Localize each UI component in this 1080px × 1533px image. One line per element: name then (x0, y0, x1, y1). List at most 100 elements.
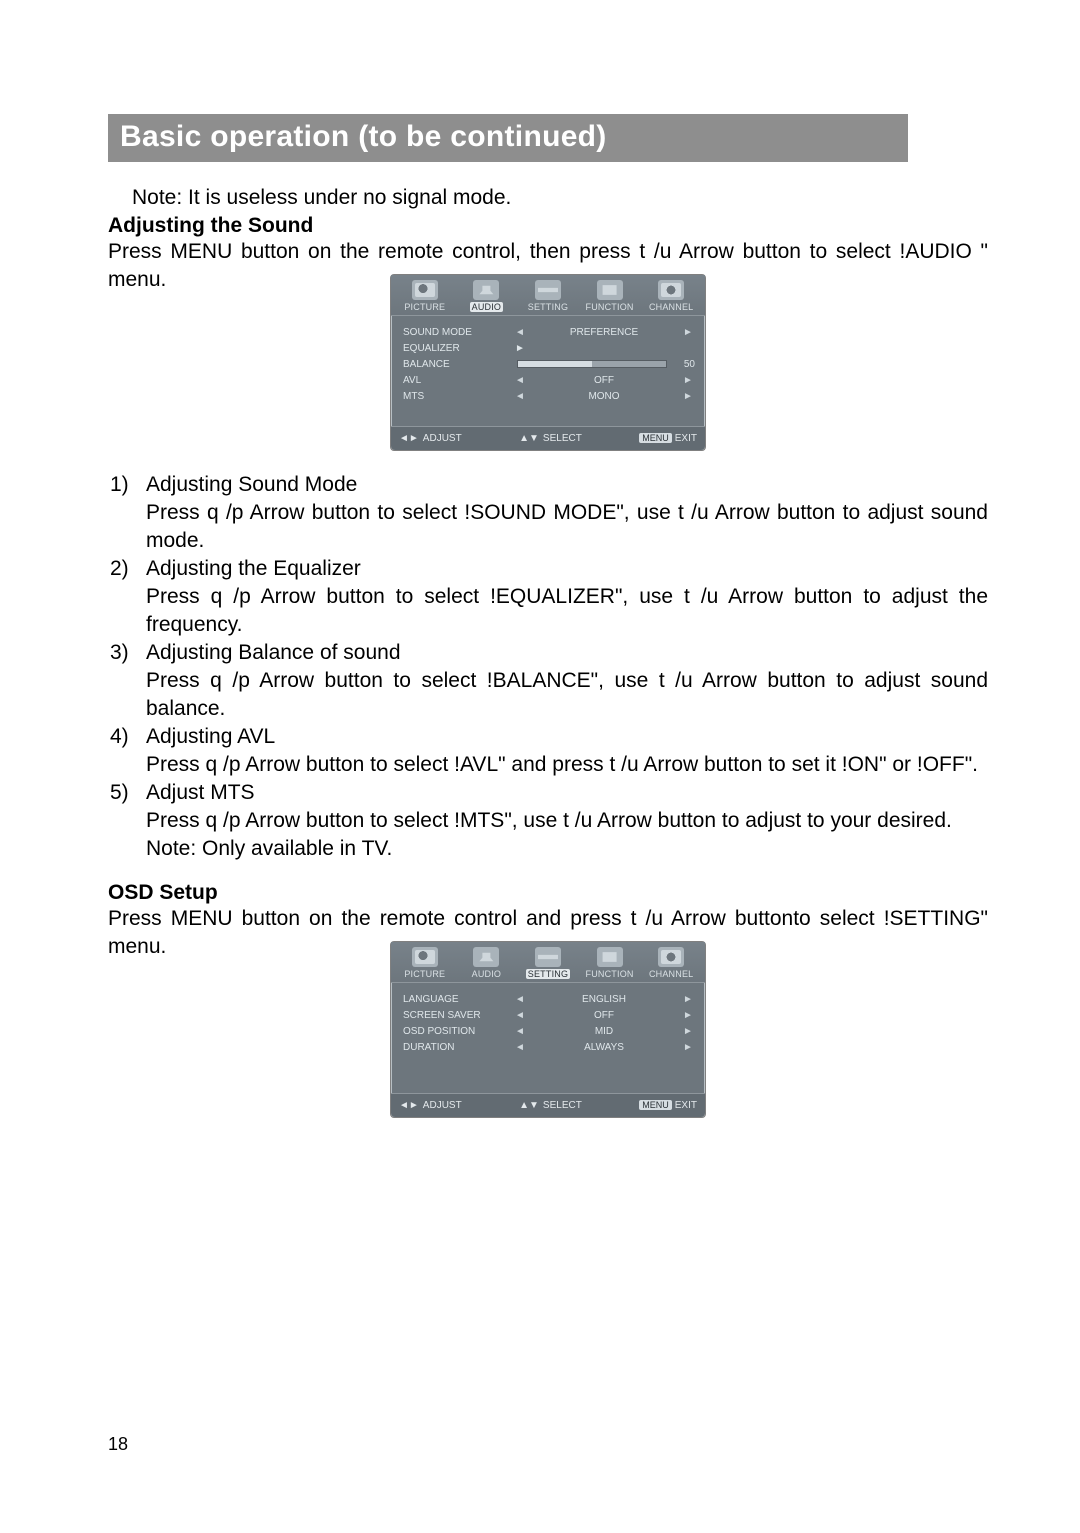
osd-row-sound-mode[interactable]: SOUND MODE◄PREFERENCE► (403, 324, 695, 340)
list-item-title: Adjusting AVL (146, 723, 988, 751)
picture-icon (412, 280, 438, 300)
osd-row-key: MTS (403, 391, 513, 402)
list-item: 1)Adjusting Sound ModePress q /p Arrow b… (108, 471, 988, 555)
list-item-number: 1) (108, 471, 146, 555)
arrow-right-icon[interactable]: ► (513, 343, 527, 354)
osd-row-value: MID (527, 1026, 681, 1037)
heading-adjusting-sound: Adjusting the Sound (108, 214, 988, 238)
page-number: 18 (108, 1434, 128, 1455)
osd-foot-exit: MENUEXIT (639, 433, 697, 444)
picture-icon (412, 947, 438, 967)
audio-osd-menu: PICTUREAUDIOSETTINGFUNCTIONCHANNEL SOUND … (390, 274, 706, 451)
function-icon (597, 947, 623, 967)
list-item-title: Adjust MTS (146, 779, 988, 807)
osd-slider[interactable] (517, 360, 667, 368)
list-item: 2)Adjusting the EqualizerPress q /p Arro… (108, 555, 988, 639)
heading-osd-setup: OSD Setup (108, 881, 988, 905)
osd-tab-picture[interactable]: PICTURE (395, 947, 455, 982)
osd-row-value: PREFERENCE (527, 327, 681, 338)
arrow-left-icon[interactable]: ◄ (513, 375, 527, 386)
osd-row-balance[interactable]: BALANCE 50 (403, 356, 695, 372)
list-item-number: 2) (108, 555, 146, 639)
list-item: 4)Adjusting AVLPress q /p Arrow button t… (108, 723, 988, 779)
list-item-number: 3) (108, 639, 146, 723)
numbered-list: 1)Adjusting Sound ModePress q /p Arrow b… (108, 471, 988, 863)
channel-icon (658, 947, 684, 967)
osd-tab-label: CHANNEL (641, 969, 701, 979)
osd-tab-audio[interactable]: AUDIO (457, 947, 517, 982)
osd-slider-value: 50 (671, 359, 695, 370)
osd-row-language[interactable]: LANGUAGE◄ENGLISH► (403, 991, 695, 1007)
list-item-number: 5) (108, 779, 146, 863)
list-item-body: Press q /p Arrow button to select !SOUND… (146, 499, 988, 555)
list-item-body: Press q /p Arrow button to select !MTS",… (146, 807, 988, 835)
osd-tab-label: FUNCTION (580, 302, 640, 312)
osd-row-key: OSD POSITION (403, 1026, 513, 1037)
function-icon (597, 280, 623, 300)
arrow-right-icon[interactable]: ► (681, 391, 695, 402)
channel-icon (658, 280, 684, 300)
osd-tab-label: PICTURE (395, 969, 455, 979)
setting-osd-menu: PICTUREAUDIOSETTINGFUNCTIONCHANNEL LANGUA… (390, 941, 706, 1118)
audio-icon (473, 280, 499, 300)
osd-row-value: MONO (527, 391, 681, 402)
osd-row-value: OFF (527, 1010, 681, 1021)
list-item-title: Adjusting the Equalizer (146, 555, 988, 583)
list-item-body: Press q /p Arrow button to select !BALAN… (146, 667, 988, 723)
osd-foot-select: ▲▼SELECT (519, 433, 582, 444)
list-item-body: Press q /p Arrow button to select !AVL" … (146, 751, 988, 779)
osd-row-avl[interactable]: AVL◄OFF► (403, 372, 695, 388)
osd-tab-function[interactable]: FUNCTION (580, 280, 640, 315)
osd-foot-select: ▲▼SELECT (519, 1100, 582, 1111)
osd-tab-label: AUDIO (457, 302, 517, 312)
list-item-number: 4) (108, 723, 146, 779)
arrow-right-icon[interactable]: ► (681, 375, 695, 386)
setting-icon (535, 280, 561, 300)
arrow-right-icon[interactable]: ► (681, 327, 695, 338)
osd-row-value: ENGLISH (527, 994, 681, 1005)
osd-row-screen-saver[interactable]: SCREEN SAVER◄OFF► (403, 1007, 695, 1023)
osd-foot-adjust: ◄►ADJUST (399, 1100, 462, 1111)
osd-tab-audio[interactable]: AUDIO (457, 280, 517, 315)
osd-tab-channel[interactable]: CHANNEL (641, 280, 701, 315)
osd-row-osd-position[interactable]: OSD POSITION◄MID► (403, 1023, 695, 1039)
list-item-body: Press q /p Arrow button to select !EQUAL… (146, 583, 988, 639)
arrow-left-icon[interactable]: ◄ (513, 1026, 527, 1037)
osd-tab-label: AUDIO (457, 969, 517, 979)
osd-tab-setting[interactable]: SETTING (518, 947, 578, 982)
arrow-left-icon[interactable]: ◄ (513, 994, 527, 1005)
list-item-note: Note: Only available in TV. (146, 835, 988, 863)
osd-row-key: DURATION (403, 1042, 513, 1053)
audio-icon (473, 947, 499, 967)
arrow-right-icon[interactable]: ► (681, 1026, 695, 1037)
osd-row-mts[interactable]: MTS◄MONO► (403, 388, 695, 404)
osd-row-key: SCREEN SAVER (403, 1010, 513, 1021)
arrow-right-icon[interactable]: ► (681, 994, 695, 1005)
osd-row-key: BALANCE (403, 359, 513, 370)
osd-row-equalizer[interactable]: EQUALIZER► (403, 340, 695, 356)
osd-row-duration[interactable]: DURATION◄ALWAYS► (403, 1039, 695, 1055)
arrow-left-icon[interactable]: ◄ (513, 1042, 527, 1053)
list-item-title: Adjusting Sound Mode (146, 471, 988, 499)
osd-row-key: LANGUAGE (403, 994, 513, 1005)
note-no-signal: Note: It is useless under no signal mode… (132, 184, 988, 212)
osd-foot-adjust: ◄►ADJUST (399, 433, 462, 444)
osd-tab-label: SETTING (518, 969, 578, 979)
osd-tab-setting[interactable]: SETTING (518, 280, 578, 315)
arrow-right-icon[interactable]: ► (681, 1010, 695, 1021)
osd-row-key: AVL (403, 375, 513, 386)
list-item-title: Adjusting Balance of sound (146, 639, 988, 667)
arrow-right-icon[interactable]: ► (681, 1042, 695, 1053)
arrow-left-icon[interactable]: ◄ (513, 1010, 527, 1021)
osd-tab-channel[interactable]: CHANNEL (641, 947, 701, 982)
osd-tab-picture[interactable]: PICTURE (395, 280, 455, 315)
osd-foot-exit: MENUEXIT (639, 1100, 697, 1111)
osd-tab-label: PICTURE (395, 302, 455, 312)
osd-tab-function[interactable]: FUNCTION (580, 947, 640, 982)
arrow-left-icon[interactable]: ◄ (513, 327, 527, 338)
osd-row-value: ALWAYS (527, 1042, 681, 1053)
osd-tab-label: SETTING (518, 302, 578, 312)
osd-row-key: EQUALIZER (403, 343, 513, 354)
arrow-left-icon[interactable]: ◄ (513, 391, 527, 402)
osd-row-value: OFF (527, 375, 681, 386)
